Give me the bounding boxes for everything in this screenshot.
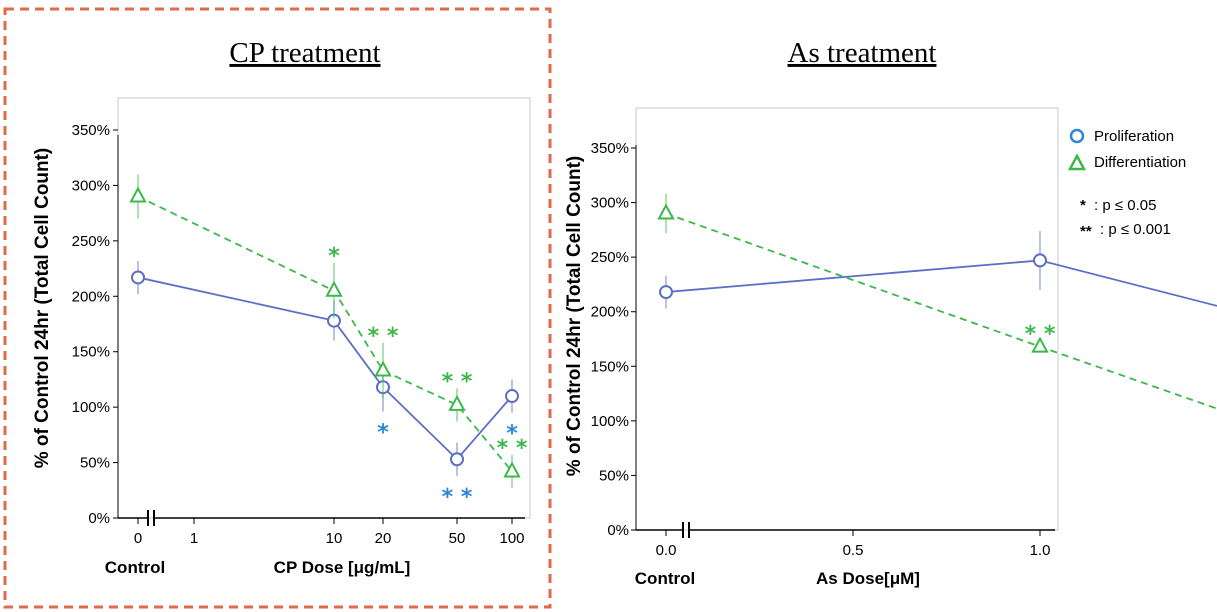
y-tick-label: 200% <box>591 304 629 321</box>
y-tick-label: 350% <box>591 140 629 157</box>
control-label-as: Control <box>635 569 695 588</box>
x-tick-label: 1 <box>190 530 198 547</box>
differentiation-point <box>374 360 392 377</box>
y-tick-label: 0% <box>88 510 110 527</box>
significance-marker: * * <box>368 324 399 349</box>
significance-marker: * <box>377 421 389 446</box>
x-axis-cp: 0 1 10 20 50 100 <box>134 518 525 547</box>
proliferation-point <box>505 389 519 404</box>
y-tick-label: 50% <box>80 455 110 472</box>
significance-marker: * <box>328 244 340 269</box>
significance-marker: * * <box>442 485 473 510</box>
panel-cp: CP treatment 0% 50% 100% 150% 200% 250% 300% 35… <box>32 37 531 577</box>
panel-as: As treatment 0% 50% 100% 150% 200% 250% 300% 35… <box>564 37 1217 588</box>
x-tick-label: 0.5 <box>843 542 864 559</box>
x-tick-label: 50 <box>449 530 466 547</box>
axis-break-cp <box>118 510 525 526</box>
highlight-border <box>3 7 552 609</box>
proliferation-line <box>665 259 1217 307</box>
chart-title-as: As treatment <box>788 37 937 69</box>
x-axis-label-as: As Dose[μM] <box>816 569 920 588</box>
significance-marker: * * <box>497 436 528 461</box>
plot-area-as: ** * * * <box>657 193 1217 410</box>
significance-marker: * <box>506 422 518 447</box>
legend-differentiation-marker <box>1067 153 1087 171</box>
x-axis-label-cp: CP Dose [μg/mL] <box>274 558 411 577</box>
y-tick-label: 300% <box>72 177 110 194</box>
differentiation-point <box>1031 336 1049 353</box>
proliferation-point <box>659 285 673 300</box>
legend-sig1-marker: * <box>1080 197 1086 214</box>
control-label-cp: Control <box>105 558 165 577</box>
x-tick-label: 0 <box>134 530 142 547</box>
y-axis-label-cp: % of Control 24hr (Total Cell Count) <box>32 148 53 469</box>
y-tick-label: 200% <box>72 288 110 305</box>
differentiation-point <box>129 186 147 203</box>
plot-frame-as <box>635 107 1059 531</box>
legend-sig2-marker: ** <box>1080 223 1092 240</box>
x-tick-label: 100 <box>499 530 524 547</box>
y-axis-label-as: % of Control 24hr (Total Cell Count) <box>564 156 585 477</box>
differentiation-line <box>137 195 513 473</box>
legend-proliferation-label: Proliferation <box>1094 128 1174 145</box>
significance-marker: * * <box>1025 322 1056 347</box>
y-tick-label: 250% <box>72 233 110 250</box>
legend: Proliferation Differentiation * : p ≤ 0.… <box>1067 128 1186 240</box>
y-tick-label: 300% <box>591 195 629 212</box>
x-tick-label: 20 <box>375 530 392 547</box>
axis-break-as <box>636 522 1055 538</box>
y-axis-as: 0% 50% 100% 150% 200% 250% 300% 350% <box>591 140 636 539</box>
y-tick-label: 0% <box>607 522 629 539</box>
x-axis-as: 0.00.51.01.52.0 <box>656 530 1217 559</box>
differentiation-point <box>448 394 466 411</box>
plot-frame-cp <box>117 97 531 519</box>
legend-sig1-text: : p ≤ 0.05 <box>1094 197 1156 214</box>
x-tick-label: 1.0 <box>1030 542 1051 559</box>
proliferation-point <box>450 452 464 467</box>
y-tick-label: 100% <box>72 399 110 416</box>
y-tick-label: 350% <box>72 122 110 139</box>
differentiation-point <box>657 203 675 220</box>
y-tick-label: 250% <box>591 249 629 266</box>
significance-marker: * * <box>442 369 473 394</box>
plot-area-cp: ** **** ** ** * <box>129 174 528 510</box>
proliferation-point <box>1033 253 1047 268</box>
y-tick-label: 50% <box>599 467 629 484</box>
differentiation-point <box>503 461 521 478</box>
proliferation-point <box>131 270 145 285</box>
differentiation-line <box>665 212 1217 410</box>
x-tick-label: 10 <box>326 530 343 547</box>
differentiation-point <box>325 280 343 297</box>
y-axis-cp: 0% 50% 100% 150% 200% 250% 300% 350% <box>72 122 118 527</box>
y-tick-label: 150% <box>72 344 110 361</box>
legend-differentiation-label: Differentiation <box>1094 154 1186 171</box>
x-tick-label: 0.0 <box>656 542 677 559</box>
legend-proliferation-marker <box>1069 128 1085 144</box>
legend-sig2-text: : p ≤ 0.001 <box>1100 221 1171 238</box>
chart-title-cp: CP treatment <box>229 37 380 69</box>
y-tick-label: 150% <box>591 358 629 375</box>
y-tick-label: 100% <box>591 413 629 430</box>
